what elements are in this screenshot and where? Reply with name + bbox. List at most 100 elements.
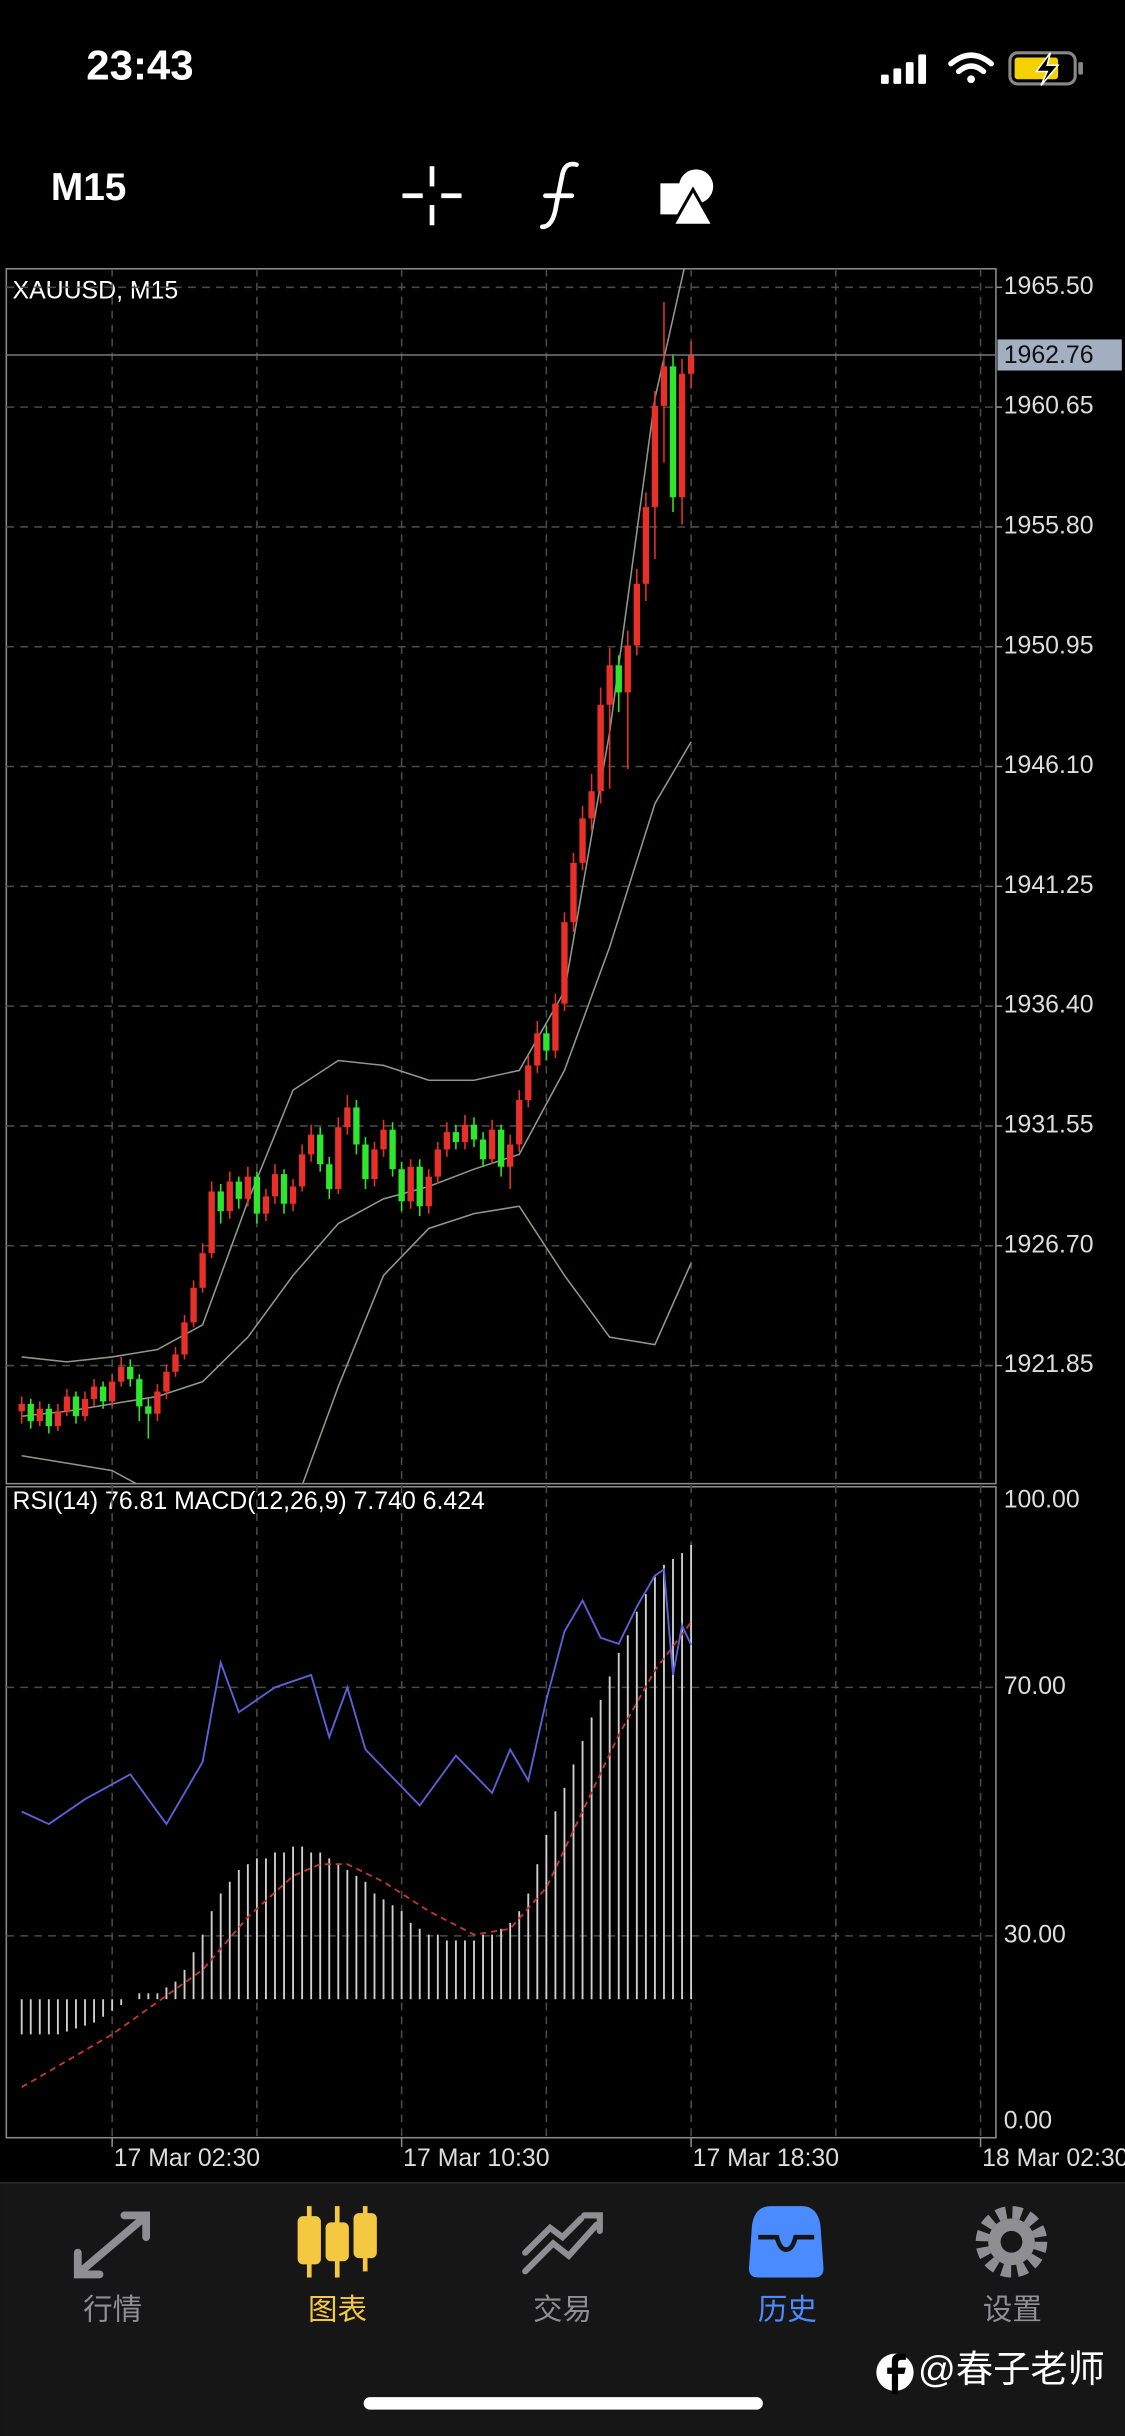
candle-body — [108, 1381, 116, 1402]
candle-body — [326, 1164, 333, 1189]
candle-body — [90, 1386, 98, 1399]
candle-body — [588, 791, 595, 819]
price-label-box — [997, 339, 1122, 371]
tab-label[interactable]: 图表 — [308, 2294, 367, 2327]
candle-body — [253, 1176, 261, 1214]
battery-icon — [1008, 51, 1083, 86]
candle-body — [479, 1139, 487, 1160]
candle-body — [507, 1144, 514, 1167]
candle-body — [389, 1129, 396, 1170]
candle-body — [516, 1100, 523, 1145]
tab-label[interactable]: 设置 — [983, 2294, 1042, 2327]
indicators-tool[interactable] — [539, 161, 579, 230]
candle-body — [72, 1396, 80, 1417]
candle-body — [570, 862, 577, 923]
candle-body — [36, 1408, 43, 1422]
candle-body — [217, 1191, 224, 1212]
candle-body — [651, 405, 659, 508]
x-tick-label: 17 Mar 10:30 — [403, 2145, 549, 2172]
candle-body — [271, 1174, 279, 1197]
candle-body — [525, 1065, 532, 1101]
candle-body — [344, 1107, 351, 1128]
candle-body — [624, 645, 631, 693]
objects-tool[interactable] — [660, 169, 716, 227]
candle-body — [317, 1134, 324, 1165]
candle-body — [669, 366, 677, 498]
quotes-icon[interactable] — [73, 2211, 151, 2279]
y-tick-label: 1921.85 — [1004, 1351, 1094, 1378]
tab-label[interactable]: 交易 — [533, 2294, 592, 2327]
candle-body — [579, 818, 586, 863]
indicator-plot — [20, 1544, 693, 2089]
candle-body — [127, 1366, 134, 1380]
chart-icon[interactable] — [297, 2206, 377, 2278]
candle-body — [561, 922, 568, 1004]
candle-body — [353, 1107, 360, 1145]
candle-body — [497, 1129, 505, 1167]
candle-body — [181, 1322, 188, 1355]
candle-body — [678, 373, 686, 498]
candle-body — [99, 1386, 107, 1402]
y-tick-label: 1960.65 — [1004, 393, 1094, 420]
candle-body — [642, 507, 650, 584]
history-icon[interactable] — [748, 2206, 824, 2278]
candle-body — [380, 1129, 387, 1150]
candle-body — [443, 1132, 451, 1150]
candle-body — [362, 1144, 369, 1180]
y-tick-label: 1931.55 — [1004, 1112, 1094, 1139]
candle-body — [543, 1033, 550, 1051]
y-tick-label: 70.00 — [1004, 1673, 1066, 1700]
candle-body — [280, 1174, 288, 1204]
bollinger-middle — [21, 741, 692, 1417]
candle-body — [633, 583, 640, 646]
candle-body — [172, 1354, 179, 1372]
watermark: @春子老师 — [918, 2348, 1105, 2390]
candle-body — [434, 1149, 441, 1177]
y-tick-label: 1926.70 — [1004, 1231, 1094, 1258]
tab-bar — [0, 2182, 1125, 2436]
candle-body — [235, 1181, 242, 1199]
candle-body — [416, 1166, 423, 1207]
tab-label[interactable]: 行情 — [83, 2294, 142, 2327]
settings-icon[interactable] — [975, 2206, 1048, 2278]
tab-label[interactable]: 历史 — [758, 2294, 817, 2327]
candle-body — [45, 1408, 53, 1427]
y-tick-label: 100.00 — [1004, 1487, 1080, 1514]
chart-symbol: XAUUSD, M15 — [13, 278, 179, 305]
y-tick-label: 1946.10 — [1004, 752, 1094, 779]
y-tick-label: 1965.50 — [1004, 273, 1094, 300]
candle-body — [54, 1411, 62, 1427]
candle-body — [407, 1166, 414, 1202]
candle-body — [335, 1127, 342, 1189]
grid — [6, 268, 996, 2138]
candle-body — [461, 1124, 469, 1143]
indicator-title: RSI(14) 76.81 MACD(12,26,9) 7.740 6.424 — [13, 1488, 485, 1515]
crosshair-tool[interactable] — [402, 166, 462, 226]
y-tick-label: 1955.80 — [1004, 512, 1094, 539]
axes: 1965.50 1960.65 1955.80 1950.95 1946.10 1941.… — [111, 273, 1125, 2172]
candle-body — [163, 1371, 170, 1392]
wifi-icon — [948, 52, 995, 84]
timeframe[interactable]: M15 — [51, 166, 127, 209]
candle-body — [425, 1176, 432, 1207]
y-tick-label: 1950.95 — [1004, 632, 1094, 659]
candle-body — [552, 1003, 559, 1051]
sub-panel-frame — [5, 1485, 997, 2139]
y-tick-label: 1936.40 — [1004, 992, 1094, 1019]
x-tick-label: 17 Mar 02:30 — [114, 2145, 260, 2172]
tab-labels: 行情 图表 交易 历史 设置 — [83, 2294, 1042, 2327]
candle-body — [136, 1379, 143, 1407]
candle-body — [81, 1398, 89, 1417]
candle-body — [597, 704, 604, 792]
signal-icon — [880, 54, 927, 84]
candle-body — [190, 1287, 197, 1323]
bollinger-upper — [21, 268, 685, 1363]
candle-body — [660, 366, 668, 406]
candle-body — [63, 1396, 71, 1412]
candle-body — [298, 1154, 306, 1187]
trade-icon[interactable] — [522, 2212, 603, 2275]
candle-body — [118, 1366, 125, 1382]
